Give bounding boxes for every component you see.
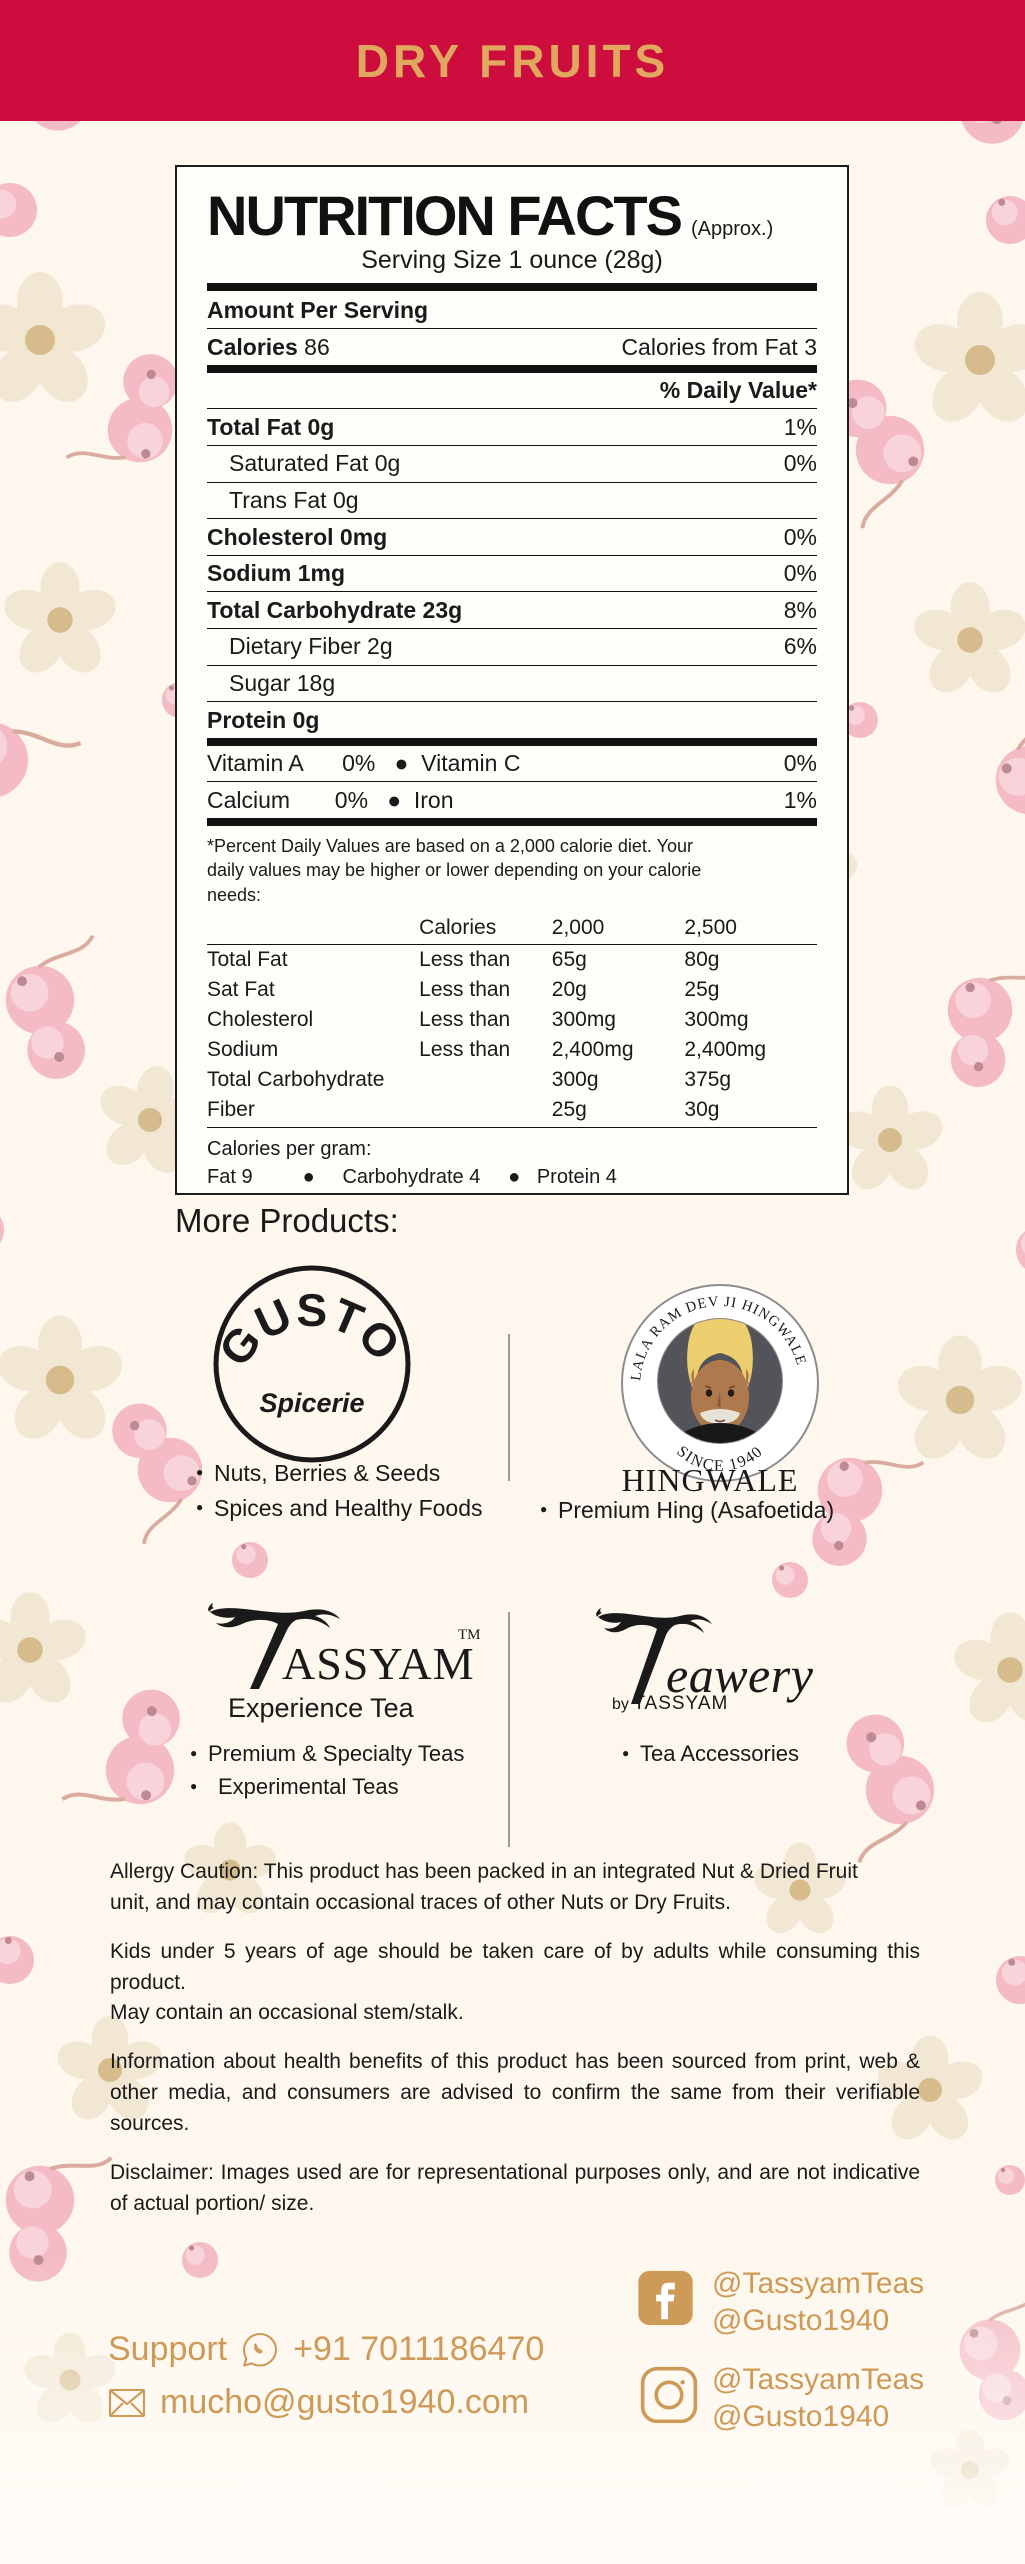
svg-text:ASSYAM: ASSYAM (282, 1638, 475, 1689)
svg-text:Spicerie: Spicerie (259, 1388, 364, 1418)
